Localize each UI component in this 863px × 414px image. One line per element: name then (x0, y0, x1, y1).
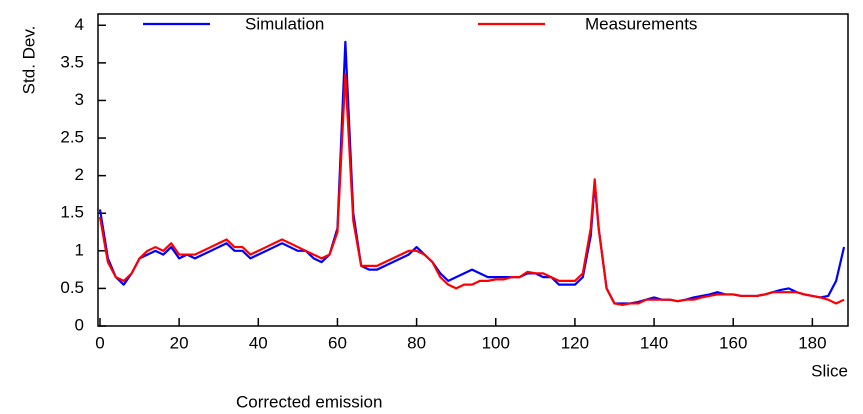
y-tick-label: 1 (75, 240, 84, 259)
x-tick-label: 40 (249, 333, 268, 352)
x-tick-label: 180 (798, 333, 826, 352)
x-tick-label: 140 (640, 333, 668, 352)
x-tick-label: 100 (482, 333, 510, 352)
plot-frame (97, 13, 849, 327)
series-line (98, 73, 845, 307)
x-tick-label: 60 (328, 333, 347, 352)
x-tick-label: 120 (561, 333, 589, 352)
x-axis-label: Slice (811, 361, 848, 380)
y-tick-label: 0.5 (60, 278, 84, 297)
x-tick-label: 0 (95, 333, 104, 352)
y-axis-label: Std. Dev. (19, 26, 38, 95)
legend-label: Measurements (585, 14, 697, 33)
y-tick-label: 4 (75, 15, 84, 34)
y-tick-label: 0 (75, 315, 84, 334)
y-tick-label: 3 (75, 90, 84, 109)
y-tick-label: 1.5 (60, 203, 84, 222)
x-tick-label: 80 (407, 333, 426, 352)
series-line (98, 40, 846, 305)
caption: Corrected emission (236, 392, 382, 411)
y-tick-label: 2.5 (60, 128, 84, 147)
x-tick-label: 160 (719, 333, 747, 352)
y-tick-label: 2 (75, 165, 84, 184)
x-tick-label: 20 (170, 333, 189, 352)
y-tick-label: 3.5 (60, 52, 84, 71)
legend-label: Simulation (245, 14, 324, 33)
